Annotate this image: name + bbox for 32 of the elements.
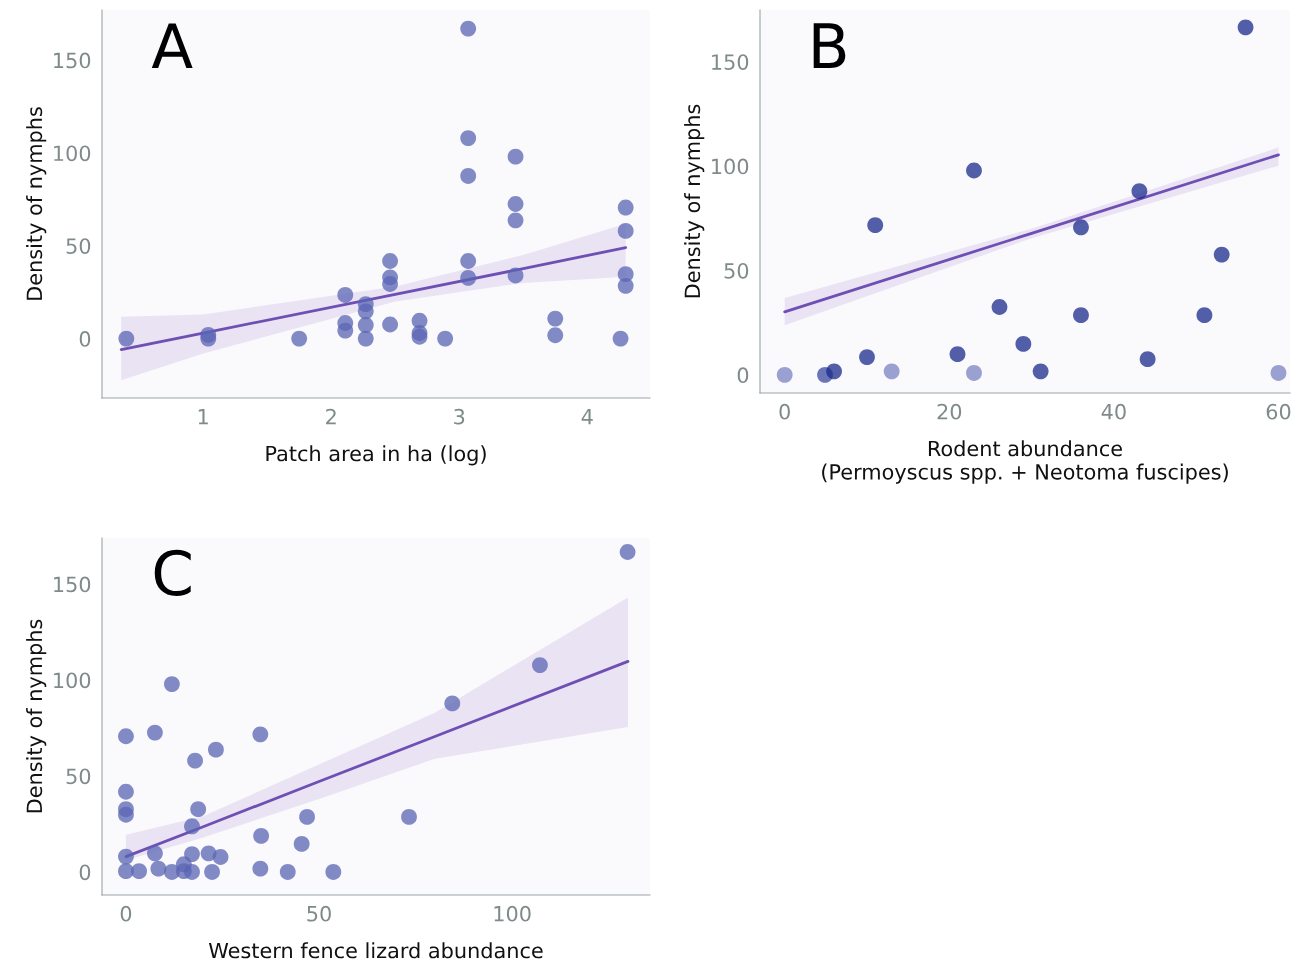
x-tick-label: 40 — [1101, 403, 1126, 420]
x-tick-label: 20 — [937, 403, 962, 420]
x-tick-label: 2 — [326, 408, 336, 425]
x-tick-label: 3 — [454, 408, 465, 425]
y-tick-label: 150 — [54, 52, 91, 69]
y-tick-label: 0 — [79, 864, 91, 881]
y-tick-label: 150 — [54, 576, 91, 593]
y-tick-label: 100 — [712, 158, 749, 175]
x-tick-label: 100 — [494, 905, 531, 922]
y-tick-label: 150 — [712, 54, 749, 70]
y-tick-label: 0 — [79, 331, 91, 347]
x-tick-label: 60 — [1266, 403, 1291, 420]
chart-title: A — [151, 23, 193, 69]
x-axis-title: Rodent abundance (Permoyscus spp. + Neotoma fuscipes) — [822, 440, 1228, 484]
x-tick-label: 4 — [581, 409, 593, 425]
y-axis-title: Density of nymphs — [26, 107, 47, 300]
x-tick-label: 0 — [120, 905, 132, 922]
y-tick-label: 50 — [66, 768, 91, 785]
x-tick-label: 50 — [307, 905, 331, 922]
chart-title: C — [154, 549, 191, 597]
y-tick-label: 0 — [737, 367, 749, 384]
x-axis-title: Patch area in ha (log) — [266, 445, 486, 466]
x-tick-label: 0 — [779, 403, 790, 420]
x-tick-label: 1 — [198, 409, 208, 425]
y-tick-label: 50 — [66, 238, 91, 254]
y-tick-label: 100 — [54, 145, 91, 162]
chart-title: B — [813, 23, 846, 68]
y-axis-title: Density of nymphs — [26, 619, 47, 813]
x-axis-title: Western fence lizard abundance — [208, 942, 543, 959]
y-axis-title: Density of nymphs — [684, 104, 705, 298]
y-tick-label: 50 — [724, 262, 749, 279]
y-tick-label: 100 — [54, 672, 91, 689]
